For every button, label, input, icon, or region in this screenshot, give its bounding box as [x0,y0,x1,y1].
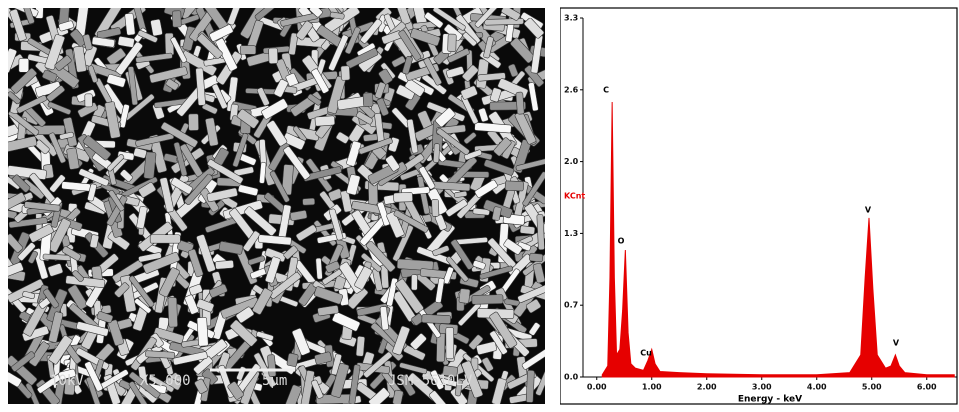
sem-rod [411,275,417,291]
sem-rod [472,295,503,305]
page: KCnt Energy - keV 10kV X5,000 5μm JSM-5610L… [0,0,959,412]
sem-rod [316,258,323,279]
sem-rod [432,199,439,216]
sem-rod [215,260,234,269]
figure: KCnt Energy - keV 10kV X5,000 5μm JSM-5610L… [0,0,959,412]
y-axis-label: KCnt [564,192,585,201]
sem-rod [315,116,335,127]
y-tick-label: 3.3 [564,14,578,23]
x-tick-label: 2.00 [697,383,717,392]
sem-rod [394,192,413,202]
x-tick-label: 0.00 [587,383,607,392]
x-tick-label: 6.00 [917,383,937,392]
sem-magnification: X5,000 [140,373,191,389]
sem-rod [240,46,256,55]
y-tick-label: 0.7 [564,301,578,310]
sem-rod [363,134,378,142]
sem-rod [85,94,93,107]
sem-rod [341,66,350,81]
sem-rod [422,314,451,323]
peak-label: O [618,237,625,246]
sem-voltage: 10kV [50,373,84,389]
sem-rod [269,48,278,64]
sem-clip [545,0,560,412]
peak-label: Cu [640,349,652,358]
peak-label: V [893,339,900,348]
peak-label: C [603,86,609,95]
y-tick-label: 1.3 [564,229,578,238]
sem-rod [448,34,457,52]
sem-rod [363,93,373,107]
y-tick-label: 2.6 [564,85,579,94]
sem-rod [433,144,440,163]
sem-rod [197,317,209,346]
sem-rod [172,11,181,28]
sem-rod [302,198,314,205]
sem-rod [537,214,545,250]
sem-instrument: JSM-5610LV [388,373,473,389]
x-tick-label: 4.00 [807,383,827,392]
sem-clip [0,0,560,8]
x-tick-label: 3.00 [752,383,772,392]
sem-rod [446,327,454,358]
sem-rod [526,370,534,402]
sem-rod [529,253,543,262]
sem-rod [188,114,198,131]
x-tick-label: 1.00 [642,383,662,392]
sem-rod [520,226,535,235]
y-tick-label: 0.0 [564,373,579,382]
sem-rod [150,235,180,243]
sem-clip [0,404,560,412]
sem-rod [459,288,470,303]
x-tick-label: 5.00 [862,383,882,392]
sem-rod [516,92,524,114]
peak-label: V [865,206,872,215]
sem-clip [0,0,8,412]
sem-rod [287,353,299,367]
sem-rod [19,58,29,72]
sem-rod [505,181,524,191]
sem-scale: 5μm [262,373,287,389]
sem-rod [145,351,175,359]
y-tick-label: 2.0 [564,157,579,166]
sem-rod [168,297,178,327]
x-axis-label: Energy - keV [738,395,802,405]
sem-rod [356,336,365,356]
